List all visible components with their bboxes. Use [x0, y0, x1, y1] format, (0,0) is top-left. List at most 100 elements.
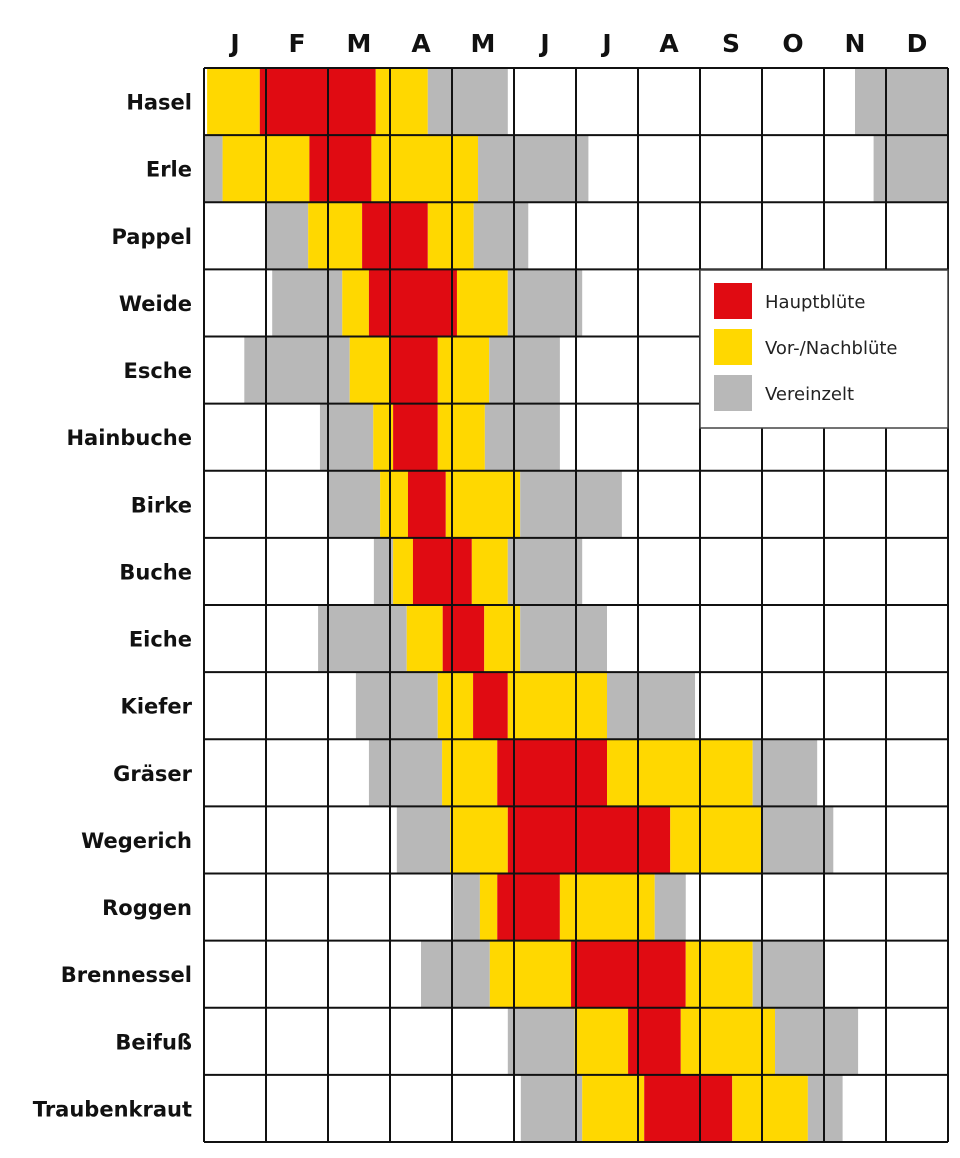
- plant-label: Hasel: [126, 91, 192, 115]
- legend-swatch: [714, 375, 752, 411]
- month-label: O: [782, 29, 803, 58]
- legend-swatch: [714, 283, 752, 319]
- bloom-segment-Y: [685, 940, 753, 1008]
- bloom-segment-R: [412, 537, 472, 605]
- bloom-segment-R: [644, 1074, 733, 1142]
- plant-label: Esche: [124, 359, 193, 383]
- bloom-segment-R: [497, 873, 560, 941]
- bloom-segment-Y: [456, 269, 508, 337]
- bloom-segment-Y: [437, 672, 474, 740]
- bloom-segment-G: [478, 135, 589, 203]
- legend-label: Vor-/Nachblüte: [765, 338, 898, 359]
- month-label: M: [471, 29, 496, 58]
- bloom-segment-G: [421, 940, 490, 1008]
- bloom-segment-Y: [489, 940, 572, 1008]
- bloom-segment-Y: [732, 1074, 808, 1142]
- bloom-segment-G: [507, 269, 583, 337]
- bloom-segment-Y: [607, 739, 753, 807]
- month-label: J: [600, 29, 611, 58]
- bloom-segment-G: [762, 806, 834, 874]
- bloom-segment-G: [807, 1074, 843, 1142]
- plant-label: Birke: [131, 493, 192, 517]
- bloom-segment-G: [484, 403, 560, 471]
- bloom-segment-Y: [670, 806, 762, 874]
- bloom-segment-G: [654, 873, 686, 941]
- bloom-segment-Y: [680, 1007, 776, 1075]
- bloom-segment-R: [390, 336, 438, 404]
- bloom-segment-G: [427, 68, 508, 136]
- legend-label: Vereinzelt: [765, 384, 854, 405]
- month-label: F: [288, 29, 305, 58]
- month-label: J: [228, 29, 239, 58]
- bloom-segment-Y: [574, 1007, 629, 1075]
- bloom-segment-G: [520, 470, 622, 538]
- bloom-segment-G: [272, 269, 343, 337]
- plant-label: Kiefer: [121, 695, 193, 719]
- legend-swatch: [714, 329, 752, 365]
- bloom-segment-G: [318, 605, 407, 673]
- bloom-segment-Y: [582, 1074, 645, 1142]
- bloom-segment-G: [752, 739, 818, 807]
- month-label: M: [347, 29, 372, 58]
- month-label: A: [411, 29, 431, 58]
- bloom-segment-R: [259, 68, 376, 136]
- bloom-segment-R: [628, 1007, 681, 1075]
- bloom-segment-R: [473, 672, 508, 740]
- bloom-segment-G: [873, 135, 948, 203]
- plant-label: Pappel: [111, 225, 192, 249]
- bloom-segment-Y: [437, 403, 485, 471]
- bloom-segment-G: [473, 202, 529, 270]
- bloom-segment-R: [368, 269, 457, 337]
- plant-label: Hainbuche: [66, 426, 192, 450]
- bloom-segment-G: [266, 202, 309, 270]
- bloom-segment-G: [396, 806, 451, 874]
- bloom-segment-G: [328, 470, 381, 538]
- bloom-segment-Y: [342, 269, 369, 337]
- bloom-segment-G: [507, 537, 583, 605]
- plant-label: Erle: [146, 158, 192, 182]
- bloom-segment-Y: [308, 202, 363, 270]
- bloom-segment-G: [520, 605, 607, 673]
- bloom-segment-G: [368, 739, 443, 807]
- month-label: A: [659, 29, 679, 58]
- bloom-segment-G: [607, 672, 696, 740]
- bloom-segment-G: [453, 873, 480, 941]
- plant-label: Brennessel: [61, 963, 192, 987]
- bloom-segment-Y: [507, 672, 607, 740]
- bloom-segment-R: [507, 806, 671, 874]
- bloom-segment-R: [571, 940, 686, 1008]
- bloom-segment-G: [355, 672, 438, 740]
- bloom-segment-Y: [373, 403, 394, 471]
- bloom-segment-Y: [471, 537, 508, 605]
- bloom-segment-G: [775, 1007, 859, 1075]
- month-label: S: [722, 29, 740, 58]
- plant-label: Weide: [119, 292, 192, 316]
- bloom-segment-R: [393, 403, 438, 471]
- bloom-segment-Y: [406, 605, 443, 673]
- bloom-segment-G: [489, 336, 560, 404]
- plant-label: Beifuß: [115, 1030, 192, 1054]
- plant-label: Gräser: [113, 762, 193, 786]
- bloom-segment-G: [855, 68, 948, 136]
- bloom-segment-G: [752, 940, 824, 1008]
- plant-label: Wegerich: [81, 829, 192, 853]
- bloom-segment-Y: [479, 873, 498, 941]
- plant-label: Roggen: [102, 896, 192, 920]
- bloom-segment-Y: [393, 537, 413, 605]
- bloom-segment-R: [407, 470, 446, 538]
- month-label: D: [907, 29, 928, 58]
- bloom-segment-Y: [450, 806, 508, 874]
- bloom-segment-Y: [375, 68, 428, 136]
- bloom-segment-R: [309, 135, 372, 203]
- bloom-segment-G: [507, 1007, 575, 1075]
- plant-label: Eiche: [129, 628, 192, 652]
- bloom-segment-Y: [349, 336, 390, 404]
- bloom-segment-Y: [442, 739, 498, 807]
- bloom-segment-Y: [380, 470, 408, 538]
- bloom-segment-G: [244, 336, 350, 404]
- bloom-segment-Y: [559, 873, 655, 941]
- bloom-segment-R: [362, 202, 428, 270]
- bloom-segment-G: [373, 537, 394, 605]
- bloom-segment-Y: [437, 336, 490, 404]
